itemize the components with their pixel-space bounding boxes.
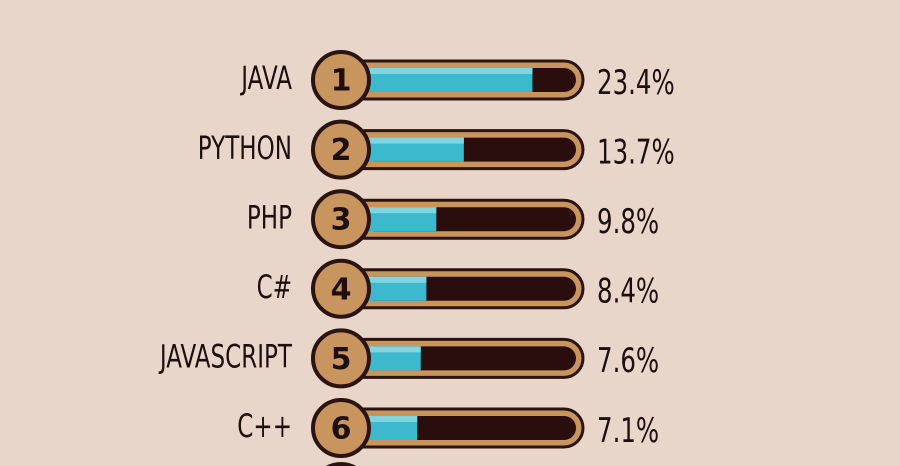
bar-highlight [367,416,418,422]
rank-circle [311,328,371,389]
bar-highlight [367,346,421,353]
category-label: JAVASCRIPT [158,338,293,376]
rank-number: 4 [331,272,352,307]
value-label: 23.4% [597,63,675,102]
rank-circle [311,50,371,110]
category-label: C++ [237,407,292,445]
rank-circle [311,258,371,319]
bar-highlight [367,68,533,74]
bar-highlight [367,137,464,144]
category-label: PYTHON [198,129,292,167]
category-label: JAVA [240,59,292,97]
rank-circle [311,119,371,180]
value-label: 7.1% [597,411,659,450]
bar-highlight [367,276,427,283]
rank-number: 1 [331,64,352,99]
rank-circle [311,189,371,250]
category-label: PHP [247,199,292,237]
rank-circle [311,398,371,458]
rank-number: 6 [331,412,352,447]
rank-number: 5 [331,342,352,377]
category-label: C# [257,268,292,306]
value-label: 8.4% [597,272,659,311]
bar-highlight [367,207,437,214]
value-label: 7.6% [597,341,659,380]
rank-number: 2 [331,133,352,168]
value-label: 13.7% [597,132,675,171]
rank-number: 3 [331,203,352,238]
value-label: 9.8% [597,202,659,241]
